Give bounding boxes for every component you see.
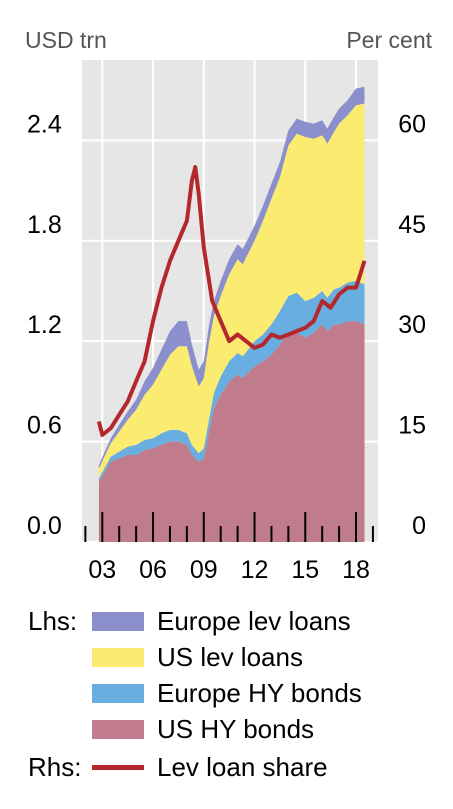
legend-swatch-lev-loan-share (92, 765, 144, 770)
line-lev-loan-share (96, 165, 367, 437)
legend-swatch-europe-hy-bonds (92, 684, 144, 703)
legend-label-us-lev-loans: US lev loans (157, 642, 303, 672)
legend-swatch-us-hy-bonds (92, 720, 144, 739)
area-us-lev-loans (98, 103, 365, 479)
y-right-tick-label-3: 45 (398, 211, 426, 239)
x-tick-label-09: 09 (190, 556, 218, 584)
y-left-tick-label-2: 1.2 (27, 311, 62, 339)
legend-row-europe-lev-loans: Lhs: Europe lev loans (0, 604, 453, 638)
left-axis-unit: USD trn (25, 27, 107, 53)
right-axis-unit: Per cent (346, 27, 432, 53)
x-tick-label-03: 03 (88, 556, 116, 584)
x-tick-labels: 03 06 09 12 15 18 (88, 556, 370, 584)
y-left-tick-label-1: 0.6 (27, 412, 62, 440)
legend-rhs-prefix: Rhs: (28, 752, 82, 782)
y-left-tick-label-0: 0.0 (27, 512, 62, 540)
legend-label-europe-hy-bonds: Europe HY bonds (157, 678, 362, 708)
area-europe-lev-loans (98, 86, 365, 469)
x-tick-label-15: 15 (291, 556, 319, 584)
legend-lhs-prefix: Lhs: (28, 606, 78, 636)
legend-label-europe-lev-loans: Europe lev loans (157, 606, 351, 636)
legend-swatch-europe-lev-loans (92, 612, 144, 631)
legend-row-us-lev-loans: US lev loans (0, 640, 453, 674)
y-right-tick-label-0: 0 (412, 512, 426, 540)
y-right-tick-label-4: 60 (398, 110, 426, 138)
legend-label-lev-loan-share: Lev loan share (157, 752, 328, 782)
y-left-tick-label-3: 1.8 (27, 211, 62, 239)
area-us-hy-bonds (98, 321, 365, 542)
x-tick-label-12: 12 (241, 556, 269, 584)
legend-label-us-hy-bonds: US HY bonds (157, 714, 315, 744)
x-tick-label-06: 06 (139, 556, 167, 584)
y-right-tick-label-2: 30 (398, 311, 426, 339)
x-ticks (84, 512, 374, 542)
legend-row-us-hy-bonds: US HY bonds (0, 712, 453, 746)
chart: USD trn Per cent 0.0 0.6 1.2 1.8 2.4 0 15 30 45 6… (25, 27, 433, 584)
line-series (96, 165, 367, 437)
legend-row-europe-hy-bonds: Europe HY bonds (0, 676, 453, 710)
legend-row-lev-loan-share: Rhs: Lev loan share (0, 750, 453, 784)
y-right-tick-label-1: 15 (398, 412, 426, 440)
y-left-tick-label-4: 2.4 (27, 110, 62, 138)
x-tick-label-18: 18 (342, 556, 370, 584)
legend-swatch-us-lev-loans (92, 648, 144, 667)
y-tick-labels: 0.0 0.6 1.2 1.8 2.4 0 15 30 45 60 (27, 110, 426, 540)
